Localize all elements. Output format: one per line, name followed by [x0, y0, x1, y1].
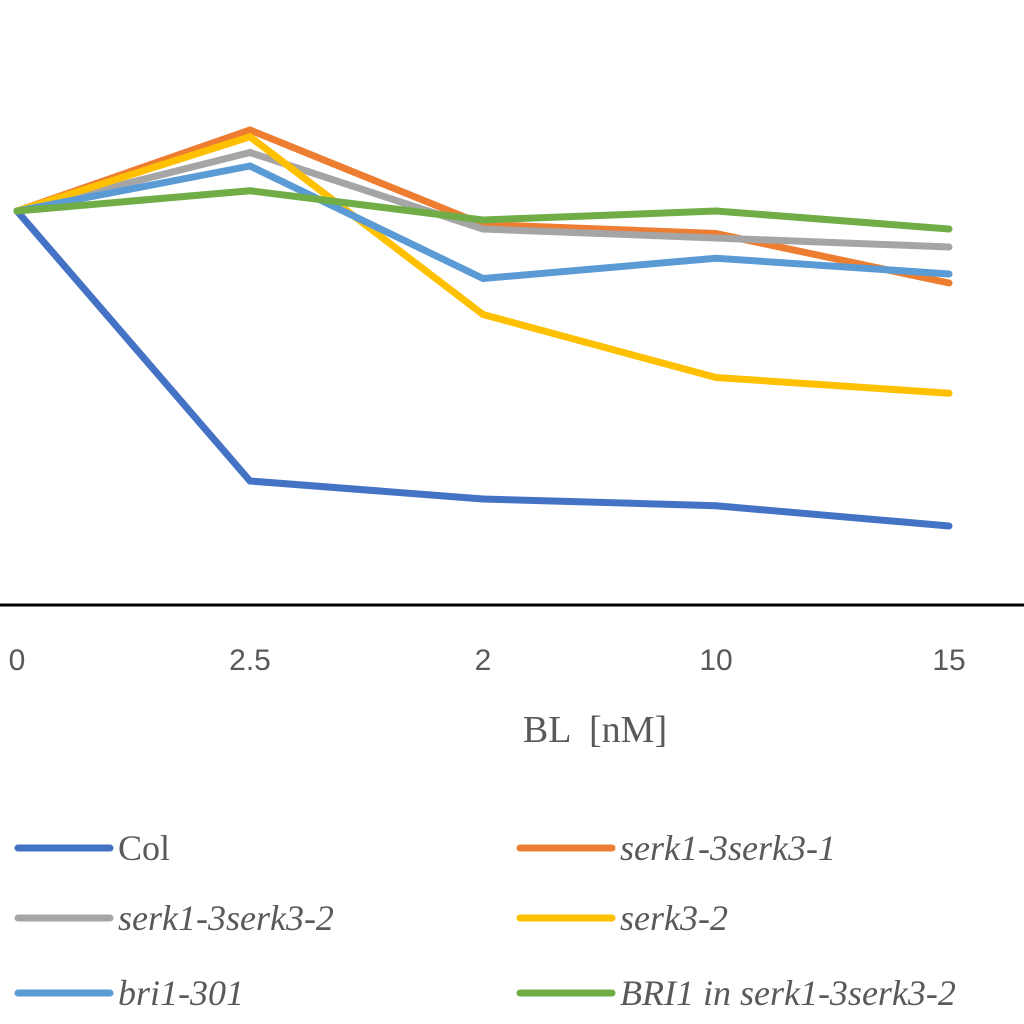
- data-point-col-2: [479, 495, 487, 503]
- x-tick-labels: 0 2.5 2 10 15: [9, 644, 966, 677]
- data-point-serk3-2-3: [712, 374, 720, 381]
- data-point-serk3-2-2: [479, 311, 487, 318]
- x-axis-title: BL [nM]: [523, 709, 667, 751]
- data-point-serk3-2-4: [945, 389, 953, 397]
- data-point-col-1: [246, 477, 254, 485]
- data-point-serk3-2-1: [246, 133, 254, 141]
- data-point-bri1-in-serk1-3serk3-2-1: [246, 187, 254, 195]
- data-point-serk1-3serk3-2-4: [945, 243, 953, 251]
- data-point-serk1-3serk3-2-2: [479, 225, 487, 233]
- x-tick-label: 0: [9, 644, 26, 677]
- x-tick-label: 2.5: [229, 644, 271, 677]
- legend: Col serk1-3serk3-1 serk1-3serk3-2 serk3-2 br…: [14, 828, 956, 1013]
- data-point-col-4: [945, 522, 953, 530]
- data-point-bri1-in-serk1-3serk3-2-4: [945, 225, 953, 233]
- data-point-serk1-3serk3-1-1: [246, 126, 254, 134]
- legend-label-serk1-3serk3-1: serk1-3serk3-1: [620, 828, 836, 868]
- legend-label-serk3-2: serk3-2: [620, 898, 728, 938]
- series-lines: [13, 126, 953, 530]
- data-point-bri1-301-2: [479, 275, 487, 282]
- data-point-bri1-301-4: [945, 270, 953, 278]
- legend-label-col: Col: [118, 828, 170, 868]
- series-line-serk1-3serk3-1: [15, 126, 950, 287]
- data-point-col-3: [712, 502, 720, 510]
- legend-label-serk1-3serk3-2: serk1-3serk3-2: [118, 898, 334, 938]
- legend-label-bri1-301: bri1-301: [118, 973, 244, 1013]
- data-point-serk1-3serk3-1-4: [945, 279, 953, 287]
- data-point-bri1-in-serk1-3serk3-2-3: [712, 207, 720, 215]
- data-point-bri1-in-serk1-3serk3-2-0: [13, 207, 21, 215]
- x-tick-label: 2: [475, 644, 492, 677]
- data-point-serk1-3serk3-2-3: [712, 234, 720, 242]
- data-point-bri1-in-serk1-3serk3-2-2: [479, 216, 487, 224]
- x-tick-label: 10: [699, 644, 732, 677]
- data-point-serk1-3serk3-2-1: [246, 149, 254, 156]
- data-point-bri1-301-1: [246, 162, 254, 170]
- series-line-col: [14, 208, 950, 530]
- legend-label-bri1-in-serk1-3serk3-2: BRI1 in serk1-3serk3-2: [620, 973, 956, 1013]
- x-tick-label: 15: [932, 644, 965, 677]
- data-point-bri1-301-3: [712, 254, 720, 262]
